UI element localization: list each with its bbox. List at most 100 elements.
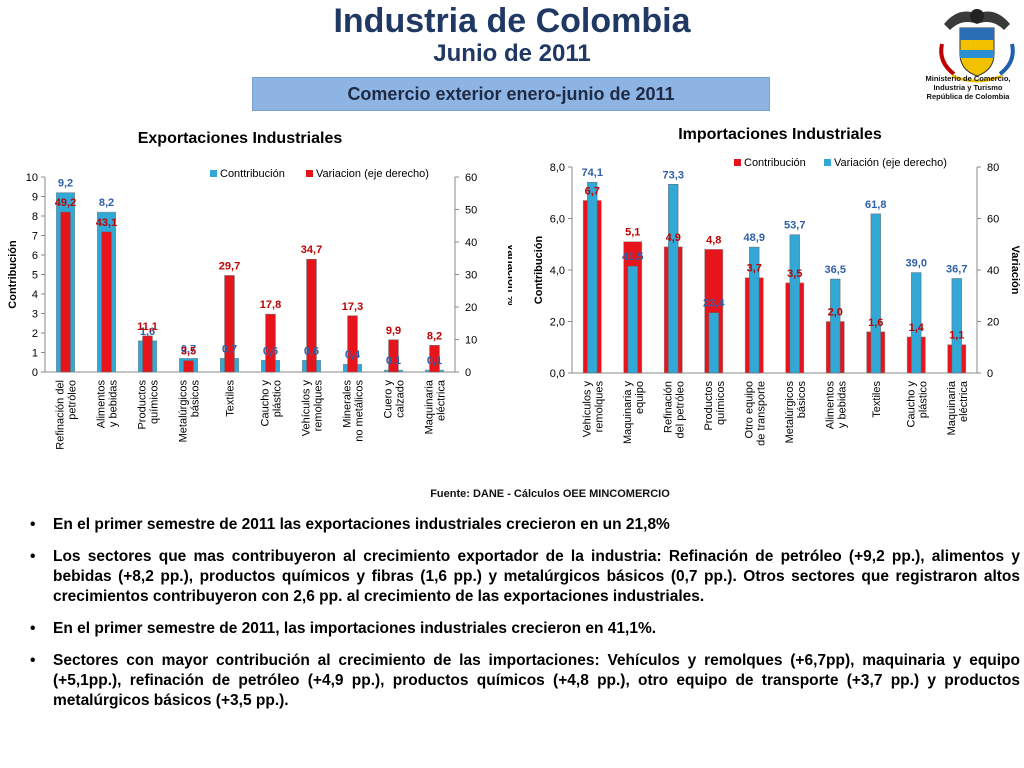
bar-variation <box>101 231 112 373</box>
data-label: 4,9 <box>666 232 681 244</box>
category-label: plástico <box>917 381 929 418</box>
data-label: 3,5 <box>787 268 802 280</box>
y-tick-label: 8 <box>32 211 38 223</box>
data-label: 6,7 <box>585 185 600 197</box>
category-label: Maquinaria <box>946 380 958 435</box>
category-label: eléctrica <box>958 380 970 422</box>
bar-variation <box>224 275 235 373</box>
bar-variation <box>587 181 598 374</box>
category-label: Alimentos <box>824 381 836 430</box>
data-label: 53,7 <box>784 220 805 232</box>
y-tick-label: 5 <box>32 270 38 282</box>
bar-variation <box>668 184 679 374</box>
category-label: Refinación del <box>55 380 67 450</box>
y2-tick-label: 20 <box>465 302 477 314</box>
data-label: 1,6 <box>868 317 883 329</box>
ministry-line-3: República de Colombia <box>926 92 1010 101</box>
legend-label: Conttribución <box>220 168 285 180</box>
page-title: Industria de Colombia <box>333 2 691 40</box>
ministry-caption: Ministerio de Comercio, Industria y Turi… <box>912 74 1024 101</box>
category-label: Minerales <box>342 380 354 428</box>
bar-variation <box>347 315 358 373</box>
category-label: petróleo <box>67 380 79 420</box>
category-label: Textiles <box>871 381 883 418</box>
bullet-item: Los sectores que mas contribuyeron al cr… <box>30 547 1020 607</box>
bullet-item: Sectores con mayor contribución al creci… <box>30 651 1020 711</box>
category-label: Vehículos y <box>301 380 313 437</box>
category-label: eléctrica <box>436 379 448 421</box>
coat-of-arms-logo <box>939 9 1015 83</box>
y-tick-label: 10 <box>26 172 38 184</box>
legend-label: Variación (eje derecho) <box>834 157 947 169</box>
data-label: 3,5 <box>181 346 196 358</box>
data-label: 0,7 <box>181 343 196 355</box>
data-label: 0,4 <box>345 349 361 361</box>
data-label: 9,9 <box>386 325 401 337</box>
y-tick-label: 4 <box>32 289 38 301</box>
bar-variation <box>388 339 399 373</box>
bar-variation <box>142 335 153 373</box>
category-label: y bebidas <box>108 380 120 428</box>
data-label: 34,7 <box>301 244 322 256</box>
bar-variation <box>789 234 800 374</box>
data-label: 3,7 <box>747 263 762 275</box>
data-label: 43,1 <box>96 217 117 229</box>
category-label: Caucho y <box>260 380 272 427</box>
data-label: 8,2 <box>99 197 114 209</box>
data-label: 0,6 <box>304 345 319 357</box>
bar-variation <box>265 313 276 373</box>
y-tick-label: 0,0 <box>550 368 565 380</box>
y-tick-label: 2,0 <box>550 317 565 329</box>
data-label: 0,1 <box>427 355 442 367</box>
ministry-line-2: Industria y Turismo <box>933 83 1003 92</box>
page-subtitle: Junio de 2011 <box>433 40 591 67</box>
bar-variation <box>911 272 922 374</box>
y2-tick-label: 60 <box>465 172 477 184</box>
bar-variation <box>183 360 194 373</box>
data-label: 0,1 <box>386 355 401 367</box>
data-label: 8,2 <box>427 330 442 342</box>
data-label: 39,0 <box>906 258 927 270</box>
category-label: Maquinaria y <box>622 381 634 444</box>
y-tick-label: 2 <box>32 328 38 340</box>
data-label: 1,4 <box>909 322 925 334</box>
y2-tick-label: 0 <box>987 368 993 380</box>
data-label: 36,7 <box>946 263 967 275</box>
legend-swatch <box>306 170 313 177</box>
section-banner: Comercio exterior enero-junio de 2011 <box>252 77 770 111</box>
y2-tick-label: 40 <box>465 237 477 249</box>
bar-variation <box>429 345 440 373</box>
import-chart-title: Importaciones Industriales <box>678 126 882 143</box>
category-label: Productos <box>703 381 715 431</box>
data-label: 36,5 <box>825 264 846 276</box>
bar-variation <box>60 211 71 373</box>
category-label: básicos <box>796 381 808 419</box>
category-label: Maquinaria <box>424 379 436 434</box>
data-label: 29,7 <box>219 260 240 272</box>
bar-variation <box>749 246 760 374</box>
data-label: 2,0 <box>828 307 843 319</box>
y2-tick-label: 60 <box>987 214 999 226</box>
bar-variation <box>870 213 881 374</box>
data-label: 61,8 <box>865 199 886 211</box>
legend-label: Contribución <box>744 157 806 169</box>
y-tick-label: 6 <box>32 250 38 262</box>
export-chart: 0 1 2 3 4 5 6 7 8 9 10 0 10 20 30 40 50 60 Contribución Var… <box>7 168 512 450</box>
data-label: 41,5 <box>622 251 643 263</box>
export-chart-title: Exportaciones Industriales <box>137 130 343 147</box>
category-label: Metalúrgicos <box>784 381 796 444</box>
category-label: Otro equipo <box>743 381 755 438</box>
y-tick-label: 8,0 <box>550 162 565 174</box>
y-tick-label: 0 <box>32 367 38 379</box>
y-tick-label: 9 <box>32 192 38 204</box>
y2-tick-label: 80 <box>987 162 999 174</box>
y2-tick-label: 0 <box>465 367 471 379</box>
data-label: 48,9 <box>744 232 765 244</box>
bar-variation <box>306 258 317 373</box>
category-label: Vehículos y <box>581 381 593 438</box>
legend-swatch <box>210 170 217 177</box>
category-label: calzado <box>395 380 407 418</box>
data-label: 0,7 <box>222 343 237 355</box>
y2-tick-label: 20 <box>987 317 999 329</box>
data-label: 23,4 <box>703 298 725 310</box>
